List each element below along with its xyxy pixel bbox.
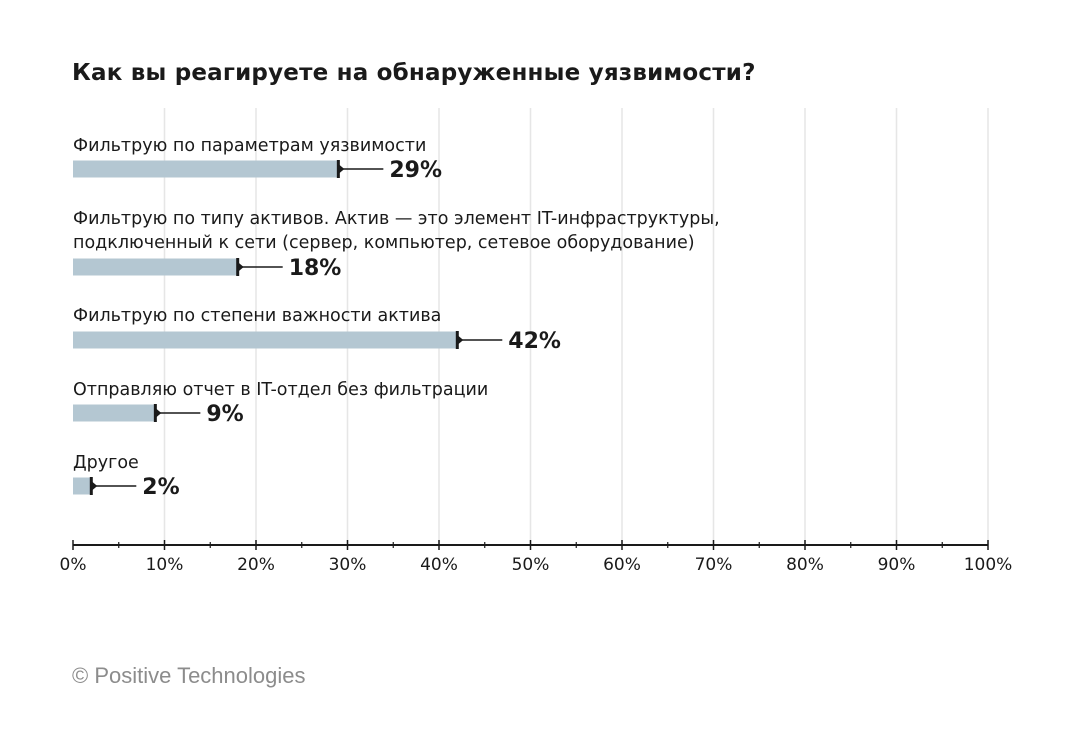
x-tick-label: 60% [603,555,641,575]
value-label: 42% [508,329,561,354]
x-tick-label: 40% [420,555,458,575]
category-label: Фильтрую по степени важности актива [73,306,441,326]
x-tick-label: 50% [512,555,550,575]
category-label: Фильтрую по параметрам уязвимости [73,136,426,156]
value-label: 18% [289,256,342,281]
bar [73,404,156,422]
value-label: 2% [142,475,179,500]
category-label: Отправляю отчет в IT-отдел без фильтраци… [73,380,488,400]
category-label: Другое [73,453,139,473]
category-label: подключенный к сети (сервер, компьютер, … [73,233,695,253]
x-tick-label: 30% [329,555,367,575]
copyright-text: © Positive Technologies [72,663,306,688]
category-label: Фильтрую по типу активов. Актив — это эл… [73,209,720,229]
bar [73,477,92,495]
x-tick-label: 100% [964,555,1013,575]
x-tick-label: 70% [695,555,733,575]
bar [73,331,458,349]
value-label: 9% [206,402,243,427]
x-tick-label: 80% [786,555,824,575]
x-tick-label: 0% [60,555,87,575]
x-tick-label: 20% [237,555,275,575]
bar [73,160,339,178]
x-tick-label: 90% [878,555,916,575]
chart-title: Как вы реагируете на обнаруженные уязвим… [72,60,756,86]
x-tick-label: 10% [146,555,184,575]
value-label: 29% [389,158,442,183]
bar [73,258,238,276]
